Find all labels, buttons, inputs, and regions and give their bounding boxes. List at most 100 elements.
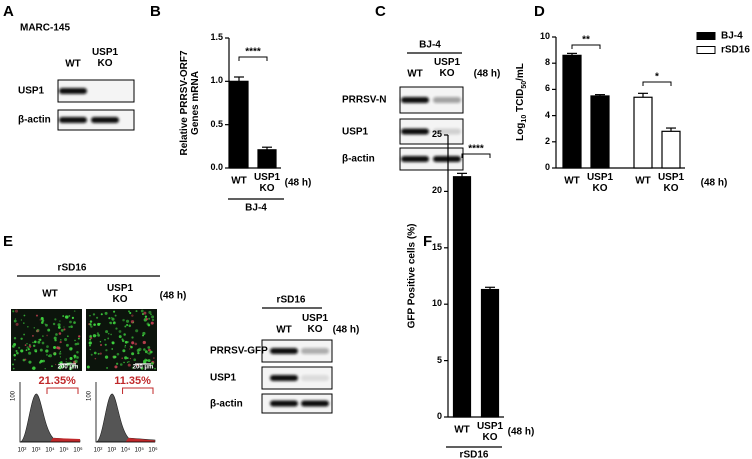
- significance-label: ****: [468, 143, 484, 155]
- flow-y-label: 100: [10, 390, 17, 402]
- cell-dot: [55, 333, 58, 336]
- cell-dot: [140, 309, 144, 313]
- cell-dot: [32, 366, 36, 370]
- cell-dot: [104, 338, 106, 341]
- cell-dot: [104, 355, 109, 359]
- cell-dot: [53, 352, 56, 354]
- cell-dot: [14, 318, 17, 320]
- cell-dot: [41, 341, 45, 345]
- blot-band: [401, 156, 429, 162]
- cell-dot: [148, 317, 151, 320]
- cell-dot: [77, 337, 80, 340]
- blot-band: [270, 400, 298, 407]
- cell-dot: [147, 346, 151, 349]
- cell-dot: [124, 346, 126, 348]
- y-tick-label: 2: [544, 135, 550, 146]
- cell-dot: [96, 316, 99, 319]
- cell-dot: [76, 356, 79, 359]
- cell-dot: [153, 357, 155, 359]
- cell-dot: [57, 346, 60, 349]
- cell-dot: [116, 362, 119, 365]
- cell-dot: [18, 346, 21, 349]
- cell-dot: [143, 359, 147, 364]
- cell-dot: [13, 337, 17, 340]
- blot-row-label: PRRSV-N: [342, 94, 387, 106]
- cell-dot: [55, 363, 57, 366]
- blot-row-label: β-actin: [210, 398, 243, 409]
- legend-swatch: [696, 46, 716, 54]
- cell-dot: [53, 336, 57, 340]
- cell-dot: [35, 314, 38, 317]
- x-tick-label: USP1 KO: [476, 421, 504, 443]
- cell-dot: [110, 333, 112, 336]
- cell-dot: [116, 352, 120, 356]
- cell-dot: [69, 347, 73, 351]
- cell-dot: [15, 322, 19, 326]
- cell-dot: [114, 365, 118, 369]
- cell-dot: [57, 326, 61, 329]
- cell-dot: [54, 339, 57, 342]
- cell-dot: [128, 310, 130, 313]
- legend-label: rSD16: [721, 44, 750, 56]
- y-axis-label: Relative PRRSV-ORF7 Genes mRNA: [179, 50, 201, 155]
- cell-dot: [48, 355, 50, 357]
- bar: [562, 54, 582, 169]
- cell-dot: [142, 340, 146, 345]
- cell-dot: [133, 358, 137, 362]
- cell-dot: [131, 336, 134, 339]
- y-tick-label: 0: [544, 162, 550, 173]
- cell-dot: [89, 344, 91, 347]
- cell-dot: [121, 357, 124, 360]
- lane-label: WT: [42, 288, 58, 300]
- cell-dot: [89, 320, 93, 323]
- cell-dot: [131, 341, 135, 345]
- cell-dot: [12, 363, 14, 366]
- cell-dot: [60, 329, 64, 332]
- cell-dot: [13, 353, 16, 357]
- cell-dot: [112, 321, 116, 325]
- flow-x-label: 10²: [93, 447, 103, 454]
- cell-dot: [33, 327, 35, 329]
- y-tick-label: 1.5: [210, 32, 223, 43]
- cell-dot: [75, 365, 78, 368]
- cell-dot: [97, 334, 100, 337]
- cell-dot: [65, 361, 67, 363]
- error-bar: [234, 76, 244, 82]
- cell-dot: [142, 334, 145, 337]
- cell-dot: [135, 329, 139, 333]
- blot-row-label: PRRSV-GFP: [210, 345, 268, 357]
- flow-x-label: 10³: [107, 447, 117, 454]
- cell-dot: [42, 359, 45, 363]
- blot-box: [57, 79, 135, 103]
- cell-dot: [107, 332, 110, 335]
- cell-dot: [118, 335, 122, 339]
- histogram: [95, 393, 156, 443]
- blot-band: [59, 117, 87, 123]
- legend-label: BJ-4: [721, 30, 743, 42]
- y-tick-label: 15: [431, 241, 442, 252]
- error-bar: [457, 172, 467, 177]
- cell-dot: [32, 344, 36, 348]
- cell-dot: [41, 321, 44, 324]
- cell-dot: [47, 328, 51, 332]
- lane-label: USP1 KO: [91, 47, 119, 69]
- cell-dot: [89, 334, 92, 338]
- cell-dot: [146, 322, 150, 326]
- cell-dot: [26, 343, 28, 345]
- cell-dot: [134, 342, 138, 346]
- significance-label: *: [655, 71, 659, 83]
- cell-dot: [54, 318, 57, 321]
- cell-dot: [111, 317, 115, 321]
- cell-dot: [78, 335, 81, 338]
- cell-dot: [58, 332, 62, 335]
- cell-dot: [93, 351, 97, 355]
- cell-dot: [88, 341, 92, 345]
- legend-swatch: [696, 32, 716, 40]
- panel-letter: C: [375, 2, 386, 20]
- blot-band: [91, 117, 119, 123]
- gate-percentage: 11.35%: [114, 374, 151, 387]
- cell-dot: [68, 325, 71, 328]
- cell-dot: [124, 344, 126, 347]
- cell-dot: [39, 319, 41, 321]
- group-label: BJ-4: [419, 39, 441, 51]
